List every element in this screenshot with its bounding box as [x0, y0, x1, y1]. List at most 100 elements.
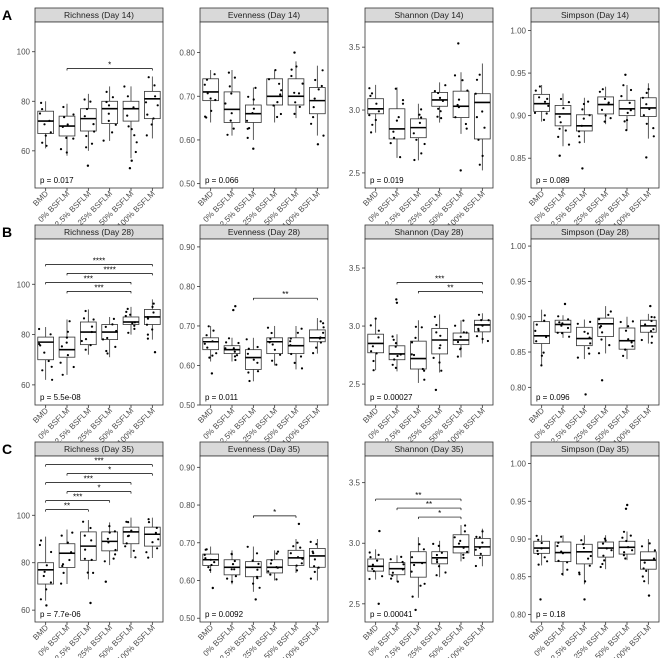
sample-point	[107, 541, 110, 544]
sample-point	[61, 373, 64, 376]
sample-point	[68, 320, 71, 323]
sample-point	[423, 582, 426, 585]
sample-point	[622, 354, 625, 357]
sample-point	[146, 333, 149, 336]
sample-point	[206, 92, 209, 95]
sample-point	[648, 107, 651, 111]
box-iqr	[37, 562, 54, 585]
sample-point	[114, 548, 117, 552]
sample-point	[61, 125, 64, 128]
sample-point	[401, 560, 404, 564]
sample-point	[457, 98, 461, 101]
sample-point	[84, 309, 87, 313]
sample-point	[418, 113, 421, 116]
sample-point	[60, 345, 64, 348]
box-1	[58, 103, 76, 156]
sample-point	[252, 98, 255, 101]
signif-bracket: *	[66, 61, 153, 71]
outlier-point	[583, 598, 586, 601]
panel-simpson-day-28: Simpson (Day 28)0.800.850.900.951.00BMD0…	[510, 224, 660, 449]
sample-point	[601, 88, 604, 91]
sample-point	[629, 88, 633, 92]
sample-point	[642, 114, 646, 117]
sample-point	[462, 319, 465, 322]
box-1	[554, 93, 572, 157]
plot-area	[34, 238, 164, 406]
sample-point	[145, 323, 149, 326]
sample-point	[601, 542, 605, 545]
sample-point	[66, 354, 69, 357]
sample-point	[437, 91, 440, 95]
sample-point	[420, 152, 423, 155]
sample-point	[419, 584, 422, 587]
y-tick-label: 0.80	[179, 282, 195, 291]
strip-title: Simpson (Day 28)	[561, 227, 629, 237]
sample-point	[132, 106, 135, 109]
sample-point	[130, 128, 133, 131]
box-4	[452, 42, 470, 172]
sample-point	[588, 352, 591, 355]
sample-point	[38, 327, 41, 331]
signif-bracket: **	[252, 290, 318, 301]
x-tick-label: BMD	[196, 189, 215, 208]
sample-point	[622, 530, 626, 533]
box-4	[287, 522, 305, 573]
box-1	[388, 298, 406, 372]
sample-point	[309, 540, 312, 544]
sample-point	[547, 104, 550, 107]
sample-point	[394, 87, 397, 90]
sample-point	[599, 565, 602, 569]
sample-point	[322, 134, 325, 137]
sample-point	[557, 315, 560, 318]
sample-point	[233, 350, 236, 353]
x-tick-label: BMD	[527, 623, 546, 642]
sample-point	[59, 361, 62, 364]
sample-point	[568, 335, 571, 338]
sample-point	[290, 68, 293, 71]
signif-bracket: ***	[45, 274, 132, 285]
sample-point	[558, 321, 561, 324]
sample-point	[631, 345, 634, 348]
outlier-point	[45, 604, 48, 607]
sample-point	[89, 344, 92, 347]
sample-point	[576, 356, 580, 359]
sample-point	[440, 117, 443, 120]
sample-point	[418, 543, 421, 546]
sample-point	[254, 86, 257, 89]
x-tick-label: BMD	[361, 623, 380, 642]
sample-point	[652, 135, 655, 138]
sample-point	[272, 104, 275, 107]
y-tick-label: 0.80	[179, 49, 195, 58]
box-2	[410, 103, 427, 162]
sample-point	[209, 558, 212, 561]
sample-point	[251, 559, 254, 562]
sample-point	[124, 545, 127, 548]
sample-point	[466, 89, 469, 92]
sample-point	[321, 69, 324, 72]
sample-point	[248, 379, 251, 383]
sample-point	[438, 361, 441, 364]
sample-point	[372, 570, 375, 573]
sample-point	[432, 542, 435, 546]
sample-point	[313, 97, 316, 100]
y-tick-label: 60	[21, 147, 30, 156]
sample-point	[107, 104, 111, 107]
sample-point	[456, 340, 460, 344]
sample-point	[536, 549, 539, 553]
sample-point	[479, 552, 482, 556]
sample-point	[557, 559, 560, 562]
sample-point	[295, 569, 299, 572]
sample-point	[72, 137, 75, 140]
sample-point	[92, 318, 95, 321]
outlier-point	[128, 167, 132, 170]
sample-point	[90, 325, 94, 328]
box-4	[287, 51, 305, 119]
sample-point	[203, 83, 206, 86]
y-tick-label: 80	[21, 97, 30, 106]
sample-point	[560, 535, 563, 538]
sample-point	[394, 366, 397, 369]
sample-point	[558, 115, 561, 118]
sample-point	[369, 324, 372, 327]
sample-point	[454, 116, 457, 119]
box-iqr	[452, 534, 470, 554]
